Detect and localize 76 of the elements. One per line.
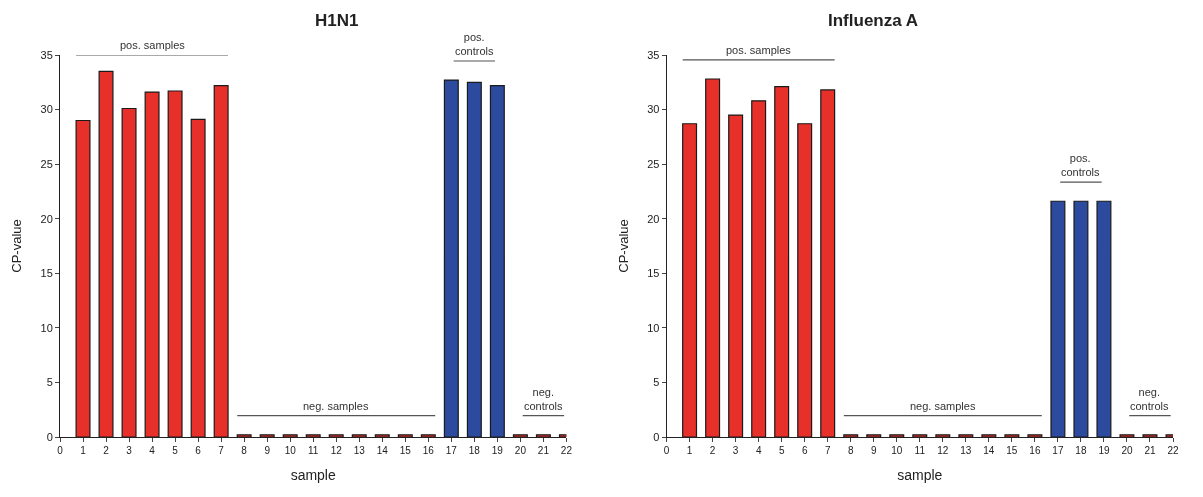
x-tick-label: 4 xyxy=(755,445,762,456)
x-tick-label: 6 xyxy=(195,445,202,456)
x-tick-label: 21 xyxy=(537,445,550,456)
x-tick-label: 21 xyxy=(1144,445,1156,456)
x-tick-label: 11 xyxy=(308,445,319,456)
x-tick-label: 9 xyxy=(870,445,877,456)
x-tick-label: 16 xyxy=(1029,445,1041,456)
y-tick-label: 5 xyxy=(46,376,53,389)
x-tick-label: 1 xyxy=(80,445,87,456)
x-tick-label: 3 xyxy=(732,445,739,456)
x-tick-label: 22 xyxy=(1167,445,1179,456)
y-tick-label: 35 xyxy=(40,48,53,61)
annotation: pos. controls xyxy=(1061,152,1101,179)
x-tick-label: 17 xyxy=(1052,445,1064,456)
x-tick-label: 11 xyxy=(914,445,926,456)
y-tick-label: 30 xyxy=(647,103,660,116)
x-tick-label: 7 xyxy=(218,445,225,456)
y-tick-label: 0 xyxy=(653,430,660,443)
y-tick-label: 25 xyxy=(40,157,53,170)
y-tick-label: 15 xyxy=(647,267,660,280)
x-tick-label: 8 xyxy=(241,445,248,456)
x-tick-label: 5 xyxy=(172,445,179,456)
x-tick-label: 1 xyxy=(686,445,693,456)
x-axis-title: sample xyxy=(290,467,336,484)
y-axis-title: CP-value xyxy=(9,219,25,273)
x-tick-label: 15 xyxy=(399,445,412,456)
x-tick-label: 20 xyxy=(514,445,527,456)
annotation: neg. samples xyxy=(910,400,976,412)
x-tick-label: 2 xyxy=(103,445,110,456)
x-tick-label: 0 xyxy=(663,445,670,456)
x-tick-label: 12 xyxy=(937,445,949,456)
x-tick-label: 19 xyxy=(1098,445,1110,456)
x-tick-label: 13 xyxy=(960,445,972,456)
x-tick-label: 8 xyxy=(847,445,854,456)
x-tick-label: 12 xyxy=(330,445,343,456)
y-tick-label: 35 xyxy=(647,48,660,61)
text: pos. samples xyxy=(120,39,186,51)
x-tick-label: 10 xyxy=(891,445,903,456)
x-tick-label: 17 xyxy=(445,445,458,456)
x-tick-label: 14 xyxy=(376,445,389,456)
annotation: neg. controls xyxy=(1130,386,1170,413)
x-tick-label: 20 xyxy=(1121,445,1133,456)
x-tick-label: 15 xyxy=(1006,445,1018,456)
y-tick-label: 5 xyxy=(653,376,660,389)
x-tick-label: 7 xyxy=(824,445,831,456)
x-tick-label: 19 xyxy=(491,445,504,456)
x-tick-label: 18 xyxy=(1075,445,1087,456)
annotation: neg. controls xyxy=(524,386,564,413)
x-tick-label: 9 xyxy=(264,445,271,456)
x-tick-label: 13 xyxy=(353,445,366,456)
x-tick-label: 16 xyxy=(422,445,435,456)
y-tick-label: 25 xyxy=(647,157,660,170)
x-tick-label: 18 xyxy=(468,445,481,456)
y-tick-label: 0 xyxy=(46,430,53,443)
y-tick-label: 20 xyxy=(40,212,53,225)
x-tick-label: 5 xyxy=(778,445,785,456)
x-tick-label: 3 xyxy=(126,445,133,456)
x-tick-label: 10 xyxy=(284,445,297,456)
x-tick-label: 6 xyxy=(801,445,808,456)
annotation: neg. samples xyxy=(303,400,369,412)
y-tick-label: 10 xyxy=(647,321,660,334)
x-tick-label: 4 xyxy=(149,445,156,456)
annotation: pos. controls xyxy=(455,31,495,58)
y-tick-label: 30 xyxy=(40,103,53,116)
x-tick-label: 22 xyxy=(560,445,573,456)
y-tick-label: 10 xyxy=(40,321,53,334)
chart-title: Influenza A xyxy=(828,11,919,30)
y-axis-title: CP-value xyxy=(616,219,632,273)
x-axis-title: sample xyxy=(897,467,943,484)
annotation: pos. samples xyxy=(726,44,792,56)
x-tick-label: 0 xyxy=(57,445,64,456)
x-tick-label: 2 xyxy=(709,445,716,456)
x-tick-label: 14 xyxy=(983,445,995,456)
chart-title: H1N1 xyxy=(315,11,359,30)
y-tick-label: 20 xyxy=(647,212,660,225)
y-tick-label: 15 xyxy=(40,267,53,280)
